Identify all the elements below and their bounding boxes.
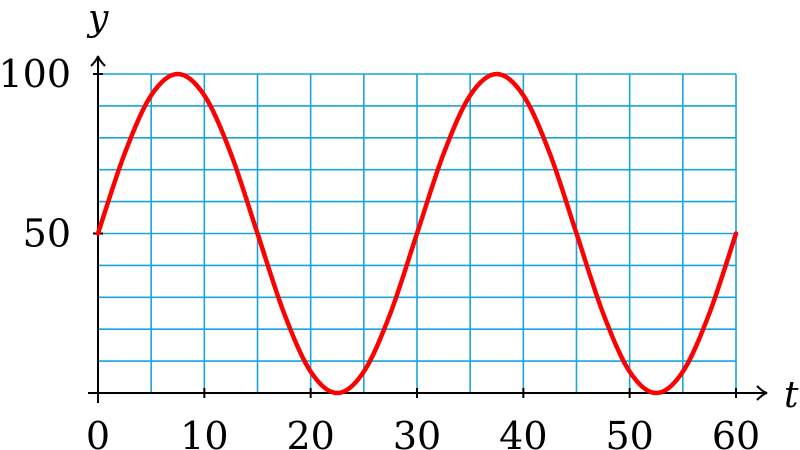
y-axis-label: y xyxy=(86,0,109,39)
x-axis-arrow xyxy=(756,385,768,401)
x-tick-label: 20 xyxy=(286,414,334,450)
y-axis-arrow xyxy=(90,55,106,67)
x-tick-label: 10 xyxy=(180,414,228,450)
x-tick-label: 30 xyxy=(393,414,441,450)
x-tick-label: 0 xyxy=(86,414,110,450)
series-line-0 xyxy=(95,71,739,396)
y-tick-label: 50 xyxy=(23,212,71,256)
x-axis-label: t xyxy=(784,375,799,416)
x-tick-label: 50 xyxy=(605,414,653,450)
axes xyxy=(88,55,768,403)
y-tick-label: 100 xyxy=(0,52,71,96)
x-tick-label: 40 xyxy=(499,414,547,450)
series-group xyxy=(95,71,739,396)
x-tick-label: 60 xyxy=(712,414,760,450)
tick-labels: 0 10 20 30 40 50 60 50 100 xyxy=(0,52,760,450)
